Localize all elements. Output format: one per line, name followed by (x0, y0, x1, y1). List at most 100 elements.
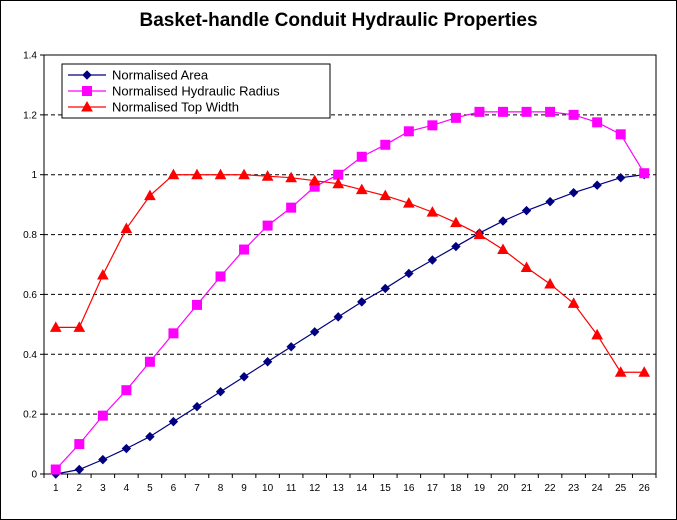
y-tick-label: 1.4 (23, 51, 37, 62)
data-point-triangle (285, 171, 298, 183)
legend-item: Normalised Area (68, 68, 209, 83)
series-3 (49, 168, 651, 377)
data-point-diamond (168, 416, 179, 427)
data-point-triangle (261, 170, 274, 181)
data-point-square (545, 106, 556, 117)
data-point-diamond (521, 205, 532, 216)
data-point-square (215, 271, 226, 282)
data-point-triangle (355, 183, 368, 195)
x-tick-label: 8 (218, 483, 224, 494)
data-point-square (168, 328, 179, 339)
data-point-diamond (286, 342, 296, 352)
data-point-square (427, 120, 438, 131)
data-point-square (239, 244, 250, 255)
data-point-triangle (426, 206, 439, 217)
data-point-square (498, 106, 508, 117)
data-point-square (568, 109, 579, 120)
x-tick-label: 16 (403, 483, 415, 494)
data-point-triangle (473, 228, 486, 240)
data-point-diamond (357, 297, 367, 307)
x-tick-label: 22 (545, 483, 557, 494)
data-point-triangle (638, 366, 651, 377)
y-tick-label: 0.6 (23, 290, 37, 301)
series-line (55, 174, 645, 475)
data-point-square (74, 439, 85, 450)
data-point-diamond (592, 180, 602, 190)
x-tick-label: 24 (592, 483, 604, 494)
x-tick-label: 4 (124, 483, 130, 494)
data-point-square (262, 220, 273, 231)
data-point-diamond (74, 464, 85, 475)
y-tick-label: 0.4 (23, 350, 37, 361)
x-tick-label: 19 (474, 483, 486, 494)
data-point-triangle (332, 177, 345, 189)
x-tick-label: 25 (615, 483, 627, 494)
data-point-triangle (73, 321, 86, 332)
x-tick-label: 1 (53, 483, 59, 494)
data-point-triangle (238, 168, 250, 180)
data-point-square (639, 168, 650, 179)
x-tick-label: 23 (568, 483, 580, 494)
data-point-square (97, 410, 108, 421)
data-point-square (474, 106, 485, 117)
x-tick-label: 6 (171, 483, 177, 494)
legend-box (61, 63, 331, 119)
data-point-triangle (308, 174, 321, 186)
data-point-triangle (144, 189, 156, 201)
x-tick-label: 9 (241, 483, 247, 494)
x-tick-label: 3 (100, 483, 106, 494)
data-point-triangle (214, 168, 227, 180)
data-point-diamond (82, 70, 92, 80)
data-point-triangle (614, 366, 627, 377)
data-point-square (121, 385, 132, 396)
data-point-square (82, 86, 92, 96)
data-point-diamond (192, 401, 202, 412)
data-point-square (380, 139, 391, 150)
x-tick-label: 12 (309, 483, 321, 494)
y-tick-label: 0.8 (23, 230, 37, 241)
y-tick-label: 0 (31, 470, 37, 481)
y-axis-ticks: 0 0.2 0.4 0.6 0.8 1 1.2 1.4 (23, 51, 44, 481)
legend-label: Normalised Hydraulic Radius (112, 84, 280, 99)
x-tick-label: 7 (194, 483, 200, 494)
y-tick-label: 1 (31, 170, 37, 181)
data-point-square (521, 106, 532, 117)
data-point-triangle (191, 168, 203, 180)
data-point-triangle (544, 277, 556, 289)
data-point-triangle (120, 222, 133, 234)
x-tick-label: 14 (356, 483, 368, 494)
legend-label: Normalised Area (112, 68, 209, 83)
data-point-square (50, 464, 61, 475)
series-1 (51, 170, 649, 479)
data-point-square (144, 356, 155, 367)
x-tick-label: 15 (380, 483, 392, 494)
series-group (49, 106, 651, 479)
x-tick-label: 17 (427, 483, 439, 494)
data-point-triangle (81, 100, 93, 112)
y-tick-label: 1.2 (23, 110, 37, 121)
data-point-triangle (567, 297, 580, 308)
x-axis-ticks: 1 2 3 4 5 6 7 8 9 10 11 12 13 14 15 16 17 18 19 20 21 22 23 24 2… (43, 474, 657, 494)
data-point-square (615, 129, 626, 140)
data-point-diamond (545, 196, 555, 207)
x-tick-label: 18 (450, 483, 462, 494)
data-point-triangle (591, 328, 604, 340)
legend-item: Normalised Hydraulic Radius (68, 84, 280, 99)
data-point-square (286, 202, 297, 213)
data-point-diamond (568, 187, 579, 198)
series-line (55, 111, 645, 470)
data-point-diamond (615, 173, 626, 183)
data-point-triangle (49, 321, 62, 332)
data-point-triangle (497, 243, 509, 255)
data-point-triangle (402, 197, 415, 208)
x-tick-label: 21 (521, 483, 533, 494)
x-tick-label: 5 (147, 483, 153, 494)
data-point-triangle (167, 168, 180, 180)
data-point-diamond (404, 268, 414, 279)
data-point-square (592, 117, 603, 128)
data-point-diamond (121, 443, 132, 454)
data-point-diamond (145, 431, 155, 442)
y-tick-label: 0.2 (23, 410, 37, 421)
